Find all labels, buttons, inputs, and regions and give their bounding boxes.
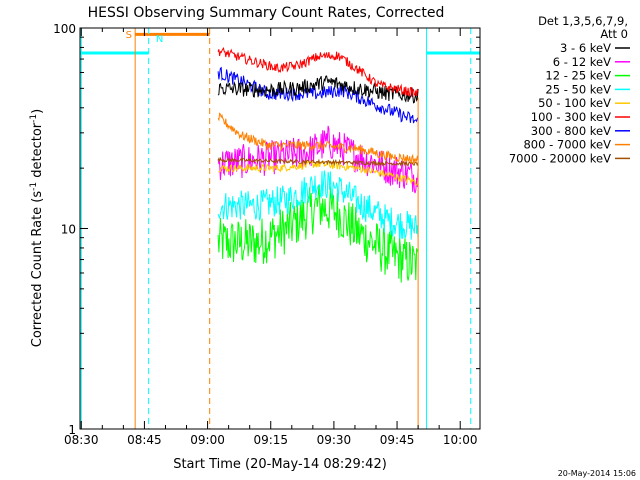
footer-date: 20-May-2014 15:06 <box>558 469 636 478</box>
y-axis-label-sup2: -1 <box>29 114 39 123</box>
legend-entry-label: 300 - 800 keV <box>531 124 611 138</box>
y-tick-label: 100 <box>53 22 76 36</box>
series-line-3 <box>217 185 419 283</box>
x-axis-label: Start Time (20-May-14 08:29:42) <box>173 457 387 472</box>
legend-entry-label: 50 - 100 keV <box>538 96 611 110</box>
legend-entry-label: 7000 - 20000 keV <box>509 151 611 165</box>
y-axis-label: Corrected Count Rate (s-1 detector-1) <box>29 109 45 347</box>
y-axis-label-sup1: -1 <box>29 182 39 191</box>
x-tick-label: 10:00 <box>443 433 478 447</box>
chart-title: HESSI Observing Summary Count Rates, Cor… <box>88 5 445 21</box>
y-axis-label-main: Corrected Count Rate (s <box>30 191 45 348</box>
y-axis-label-mid: detector <box>30 122 45 182</box>
legend-entry-label: 12 - 25 keV <box>545 69 611 83</box>
axes: 08:30 08:45 09:00 09:15 09:30 09:45 10:00 1 10 10… <box>53 22 480 447</box>
series-line-1 <box>217 75 419 104</box>
x-tick-label: 08:45 <box>127 433 162 447</box>
x-tick-label: 09:30 <box>317 433 352 447</box>
series-layer <box>217 47 419 283</box>
legend-title-attenuator: Att 0 <box>600 27 628 41</box>
series-line-5 <box>218 159 419 186</box>
legend-entry-label: 25 - 50 keV <box>545 82 611 96</box>
x-tick-label: 09:00 <box>190 433 225 447</box>
y-axis-label-end: ) <box>30 109 45 114</box>
series-line-8 <box>217 112 419 164</box>
legend-entry-label: 3 - 6 keV <box>560 41 611 55</box>
legend-entry-label: 6 - 12 keV <box>553 55 611 69</box>
x-tick-label: 09:15 <box>253 433 288 447</box>
night-marker-label: N <box>156 34 163 45</box>
x-tick-label: 09:45 <box>380 433 415 447</box>
legend-entry-label: 800 - 7000 keV <box>523 138 611 152</box>
series-line-9 <box>217 156 419 167</box>
y-tick-label: 1 <box>68 423 76 437</box>
y-tick-label: 10 <box>61 223 76 237</box>
series-line-6 <box>217 47 419 98</box>
series-line-4 <box>217 170 419 240</box>
x-tick-label: 08:30 <box>64 433 99 447</box>
legend-entry-label: 100 - 300 keV <box>531 110 611 124</box>
legend-title-detectors: Det 1,3,5,6,7,9, <box>538 14 628 28</box>
saa-marker-label: S <box>126 30 132 41</box>
series-line-7 <box>217 66 419 124</box>
